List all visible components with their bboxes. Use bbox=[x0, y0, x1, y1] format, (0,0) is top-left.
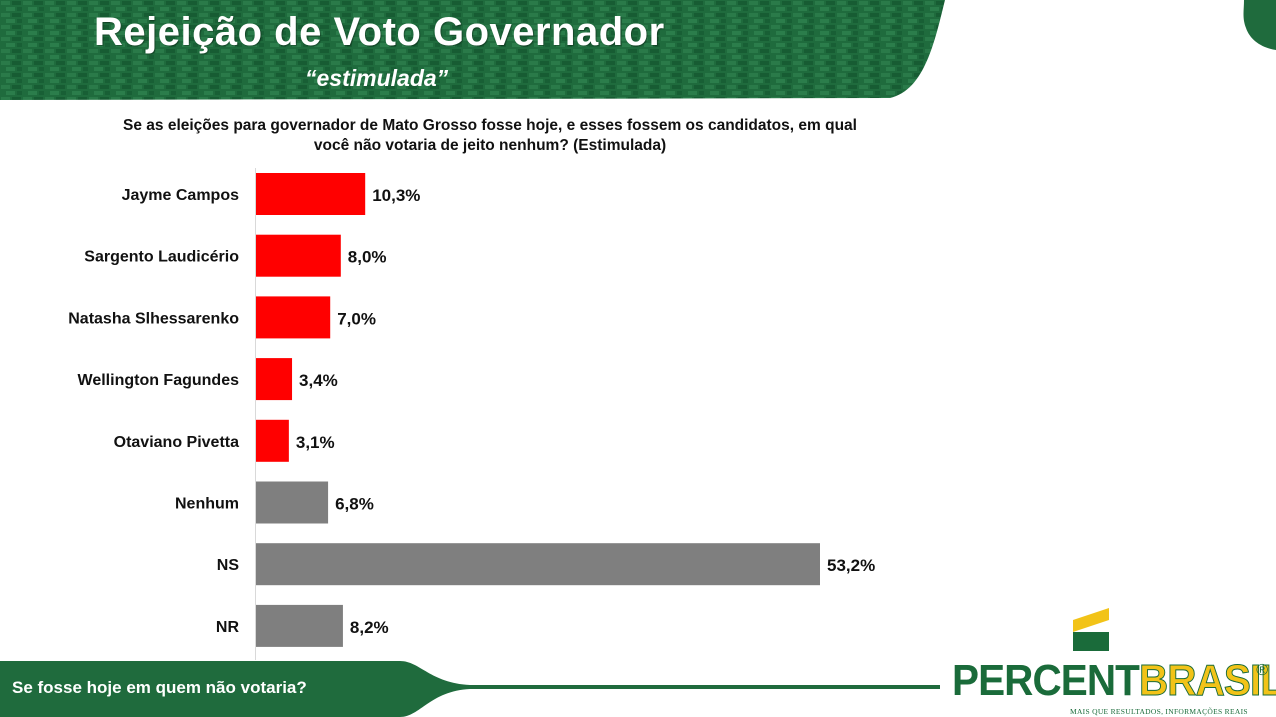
category-label: NR bbox=[216, 619, 240, 636]
header-banner bbox=[0, 0, 945, 100]
data-label: 3,1% bbox=[296, 433, 335, 452]
bar bbox=[256, 481, 329, 524]
bar bbox=[256, 543, 820, 586]
percent-brasil-logo: PERCENTBRASIL ® MAIS QUE RESULTADOS, INF… bbox=[950, 606, 1276, 717]
footer-banner bbox=[0, 661, 940, 717]
logo-mark-icon bbox=[1073, 608, 1109, 651]
page-subtitle: “estimulada” bbox=[305, 65, 449, 91]
data-label: 8,0% bbox=[348, 248, 387, 267]
data-label: 6,8% bbox=[335, 495, 374, 514]
category-label: Nenhum bbox=[175, 496, 239, 513]
bar bbox=[256, 604, 343, 647]
corner-ornament bbox=[1243, 0, 1276, 50]
page-title: Rejeição de Voto Governador bbox=[94, 10, 665, 54]
bar bbox=[256, 173, 366, 215]
category-label: NS bbox=[217, 557, 240, 574]
bar bbox=[256, 296, 331, 339]
category-label: Otaviano Pivetta bbox=[114, 434, 239, 451]
category-label: Natasha Slhessarenko bbox=[68, 310, 239, 327]
category-label: Wellington Fagundes bbox=[78, 372, 240, 389]
data-label: 7,0% bbox=[337, 309, 376, 328]
logo-wordmark: PERCENTBRASIL bbox=[952, 656, 1276, 706]
survey-question: Se as eleições para governador de Mato G… bbox=[123, 117, 857, 154]
footer-text: Se fosse hoje em quem não votaria? bbox=[12, 678, 307, 697]
data-label: 3,4% bbox=[299, 371, 338, 390]
bar bbox=[256, 419, 289, 462]
category-label: Sargento Laudicério bbox=[84, 249, 239, 266]
bar bbox=[256, 358, 293, 401]
logo-word-brasil: BRASIL bbox=[1138, 656, 1276, 706]
logo-tagline: MAIS QUE RESULTADOS, INFORMAÇÕES REAIS bbox=[1070, 707, 1248, 716]
data-label: 53,2% bbox=[827, 556, 875, 575]
category-label: Jayme Campos bbox=[122, 187, 239, 204]
bar bbox=[256, 234, 341, 277]
registered-mark: ® bbox=[1256, 662, 1268, 679]
rejection-bar-chart: Jayme Campos 10,3% Sargento Laudicério 8,0%… bbox=[68, 168, 875, 660]
data-label: 10,3% bbox=[372, 186, 420, 205]
logo-word-percent: PERCENT bbox=[952, 656, 1140, 705]
data-label: 8,2% bbox=[350, 618, 389, 637]
